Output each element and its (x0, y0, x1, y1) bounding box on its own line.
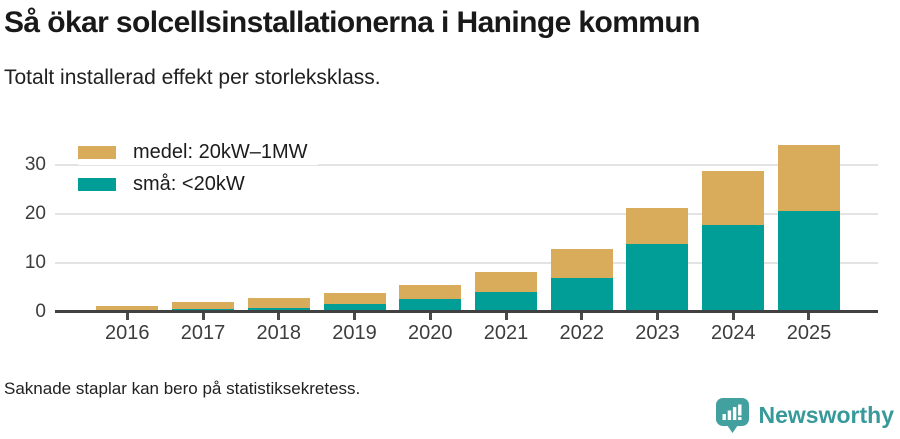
newsworthy-wordmark: Newsworthy (758, 402, 894, 428)
bar-segment-2023 (626, 208, 689, 245)
x-axis-label: 2019 (332, 322, 377, 344)
x-axis-tick (504, 313, 508, 320)
newsworthy-pin-icon (715, 397, 750, 434)
x-axis-tick (807, 313, 811, 320)
bar-segment-2024 (702, 171, 765, 226)
x-axis-tick (655, 313, 659, 320)
x-axis-label: 2018 (256, 322, 302, 344)
bar-segment-2017 (172, 302, 235, 310)
legend-label: små: <20kW (133, 173, 245, 195)
x-axis-tick (277, 313, 281, 320)
bar-segment-2025 (777, 144, 840, 212)
bar-segment-2018 (247, 307, 310, 312)
bar-segment-2018 (247, 298, 310, 308)
x-axis-label: 2023 (635, 322, 680, 344)
x-axis-line (55, 310, 878, 313)
bar-segment-2022 (550, 277, 613, 312)
legend-swatch (78, 178, 116, 191)
legend-item: medel: 20kW–1MW (78, 140, 318, 165)
y-axis-label: 10 (24, 251, 46, 273)
x-axis-label: 2022 (559, 322, 604, 344)
x-axis-label: 2021 (483, 322, 529, 344)
newsworthy-logo[interactable]: Newsworthy (715, 397, 894, 434)
x-axis-label: 2024 (710, 322, 756, 344)
x-axis-label: 2025 (786, 322, 832, 344)
x-axis-label: 2016 (105, 322, 150, 344)
gridline-20 (55, 212, 878, 215)
x-axis-tick (353, 313, 357, 320)
x-axis-label: 2017 (180, 322, 226, 344)
x-axis-tick (580, 313, 584, 320)
bar-segment-2016 (96, 306, 159, 312)
chart-title: Så ökar solcellsinstallationerna i Hanin… (4, 6, 700, 39)
gridline-30 (55, 163, 878, 166)
bar-segment-2024 (702, 225, 765, 312)
bar-segment-2023 (626, 244, 689, 312)
x-axis-tick (125, 313, 129, 320)
chart-legend: medel: 20kW–1MW små: <20kW (78, 140, 318, 204)
bar-segment-2020 (399, 298, 462, 312)
bar-segment-2021 (475, 291, 537, 312)
x-axis-tick (731, 313, 735, 320)
chart-subtitle: Totalt installerad effekt per storlekskl… (4, 66, 381, 89)
bar-segment-2021 (475, 272, 537, 292)
y-axis-label: 20 (24, 202, 46, 224)
legend-swatch (78, 146, 116, 159)
bar-segment-2025 (777, 211, 840, 312)
x-axis-label: 2020 (408, 322, 453, 344)
legend-label: medel: 20kW–1MW (133, 141, 308, 163)
bar-segment-2019 (323, 304, 386, 312)
legend-item: små: <20kW (78, 172, 255, 197)
bar-segment-2020 (399, 284, 462, 299)
x-axis-tick (428, 313, 432, 320)
y-axis-label: 30 (24, 153, 46, 175)
bar-segment-2019 (323, 292, 386, 305)
x-axis-tick (201, 313, 205, 320)
y-axis-label: 0 (35, 300, 46, 322)
bar-segment-2022 (550, 248, 613, 278)
gridline-10 (55, 261, 878, 264)
footnote: Saknade staplar kan bero på statistiksek… (4, 379, 361, 398)
